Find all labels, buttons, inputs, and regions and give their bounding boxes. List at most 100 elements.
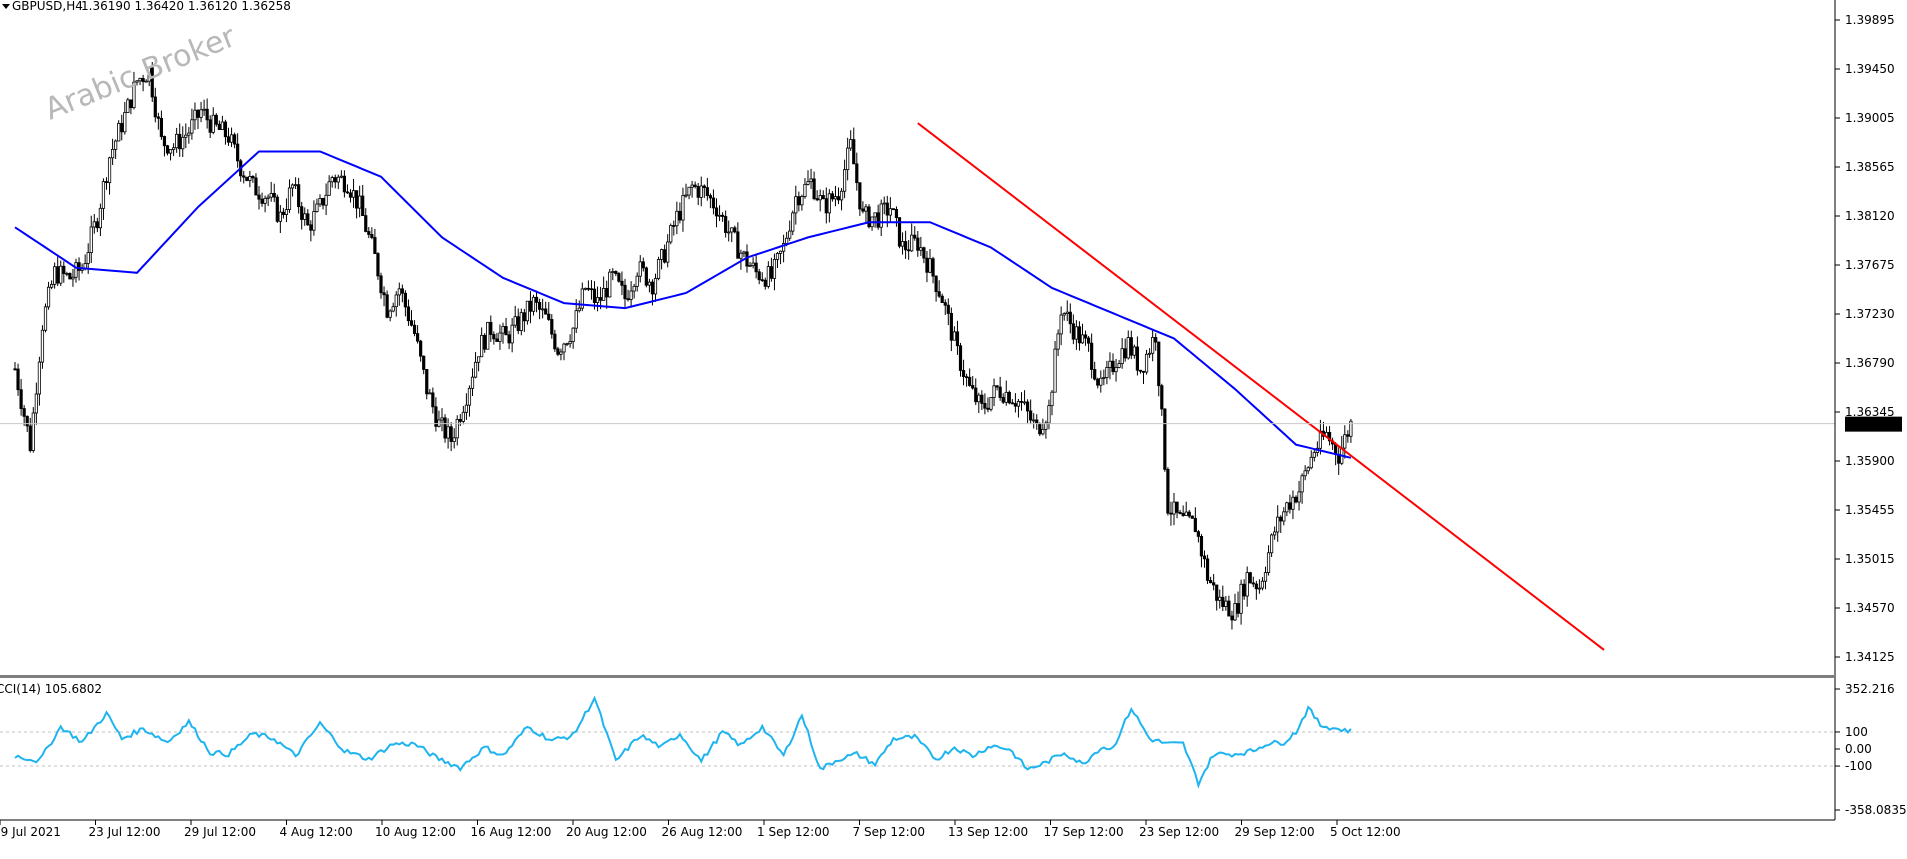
candle: [1209, 576, 1213, 584]
candle: [431, 387, 435, 414]
candle: [888, 197, 892, 223]
candle: [916, 231, 920, 257]
candle: [766, 261, 770, 289]
candle: [1138, 369, 1143, 374]
candle: [1029, 399, 1033, 425]
candle: [595, 286, 600, 312]
candle: [760, 272, 764, 282]
candle: [1312, 449, 1316, 462]
candle: [214, 113, 218, 127]
candle: [663, 244, 667, 264]
candle: [852, 127, 856, 165]
candle: [150, 61, 154, 102]
candle: [1032, 413, 1036, 429]
candle: [1077, 321, 1082, 351]
candle: [1202, 550, 1207, 568]
candle: [983, 393, 987, 415]
time-tick-label: 16 Aug 12:00: [471, 825, 552, 839]
trendline[interactable]: [917, 122, 1605, 651]
candle: [513, 305, 517, 328]
candle: [861, 201, 865, 214]
candle: [409, 310, 414, 327]
price-tick-label: 1.39005: [1845, 111, 1895, 125]
candle: [778, 250, 783, 265]
candle: [473, 352, 478, 379]
time-axis[interactable]: 19 Jul 2021 23 Jul 12:00 29 Jul 12:00 4 Aug…: [0, 820, 1401, 839]
candle: [1300, 473, 1304, 504]
cci-pane[interactable]: [0, 695, 1835, 789]
candle: [74, 258, 78, 283]
price-axis[interactable]: 1.39895 1.39450 1.39005 1.38565 1.38120 1.376…: [1835, 13, 1895, 664]
candle: [562, 342, 566, 361]
candle: [495, 332, 499, 342]
candle: [1041, 418, 1045, 436]
candle: [589, 280, 594, 300]
candle: [1148, 348, 1152, 358]
candle: [1059, 306, 1063, 346]
candle: [1111, 353, 1115, 375]
candle: [525, 300, 530, 325]
candle: [217, 120, 221, 130]
candle: [135, 80, 139, 86]
candle: [1038, 422, 1042, 437]
candle: [132, 71, 136, 110]
candle: [480, 327, 484, 358]
candle: [19, 379, 23, 416]
candle: [775, 251, 780, 269]
candle: [117, 120, 121, 142]
candle: [46, 281, 51, 310]
candle: [1099, 370, 1103, 393]
candle: [961, 359, 966, 386]
candle: [971, 376, 975, 390]
candle: [1126, 330, 1130, 360]
candle: [922, 246, 926, 264]
price-tick-label: 1.35455: [1845, 503, 1895, 517]
candle: [620, 271, 624, 296]
candle: [894, 206, 899, 227]
cci-axis[interactable]: 352.216 100 0.00 -100 -358.0835: [1835, 682, 1907, 817]
candle: [824, 187, 828, 224]
candle: [708, 193, 713, 209]
pane-separator[interactable]: [0, 675, 1835, 678]
time-tick-label: 7 Sep 12:00: [853, 825, 925, 839]
candle: [739, 249, 743, 270]
candle: [269, 181, 273, 202]
candle: [656, 256, 661, 281]
candle: [952, 326, 957, 341]
candle: [681, 187, 685, 232]
candle: [602, 276, 606, 301]
candle: [89, 215, 93, 264]
candle: [339, 170, 343, 179]
candle: [43, 303, 48, 333]
candle: [998, 376, 1002, 401]
candle: [181, 126, 185, 157]
candle: [1190, 515, 1194, 519]
candle: [303, 207, 307, 226]
ohlc-values: 1.36190 1.36420 1.36120 1.36258: [81, 0, 291, 13]
time-tick-label: 1 Sep 12:00: [757, 825, 829, 839]
candle: [974, 378, 978, 406]
candle: [1260, 577, 1265, 591]
candle: [345, 184, 350, 195]
cci-tick-label: -100: [1845, 759, 1872, 773]
price-pane[interactable]: [0, 61, 1835, 651]
candle: [1022, 390, 1027, 406]
candle: [95, 217, 99, 233]
candle: [336, 174, 340, 190]
candle: [1010, 399, 1014, 405]
header-arrow-icon[interactable]: [2, 4, 10, 9]
candle: [251, 175, 255, 183]
candle: [489, 315, 493, 342]
candle: [879, 199, 883, 236]
time-tick-label: 19 Jul 2021: [0, 825, 61, 839]
candle: [705, 177, 709, 201]
candle: [641, 257, 645, 272]
candle: [571, 327, 575, 349]
candle: [1224, 595, 1228, 611]
candle: [440, 408, 444, 432]
time-tick-label: 23 Sep 12:00: [1139, 825, 1219, 839]
candle: [1114, 358, 1118, 382]
candle: [1172, 493, 1176, 526]
